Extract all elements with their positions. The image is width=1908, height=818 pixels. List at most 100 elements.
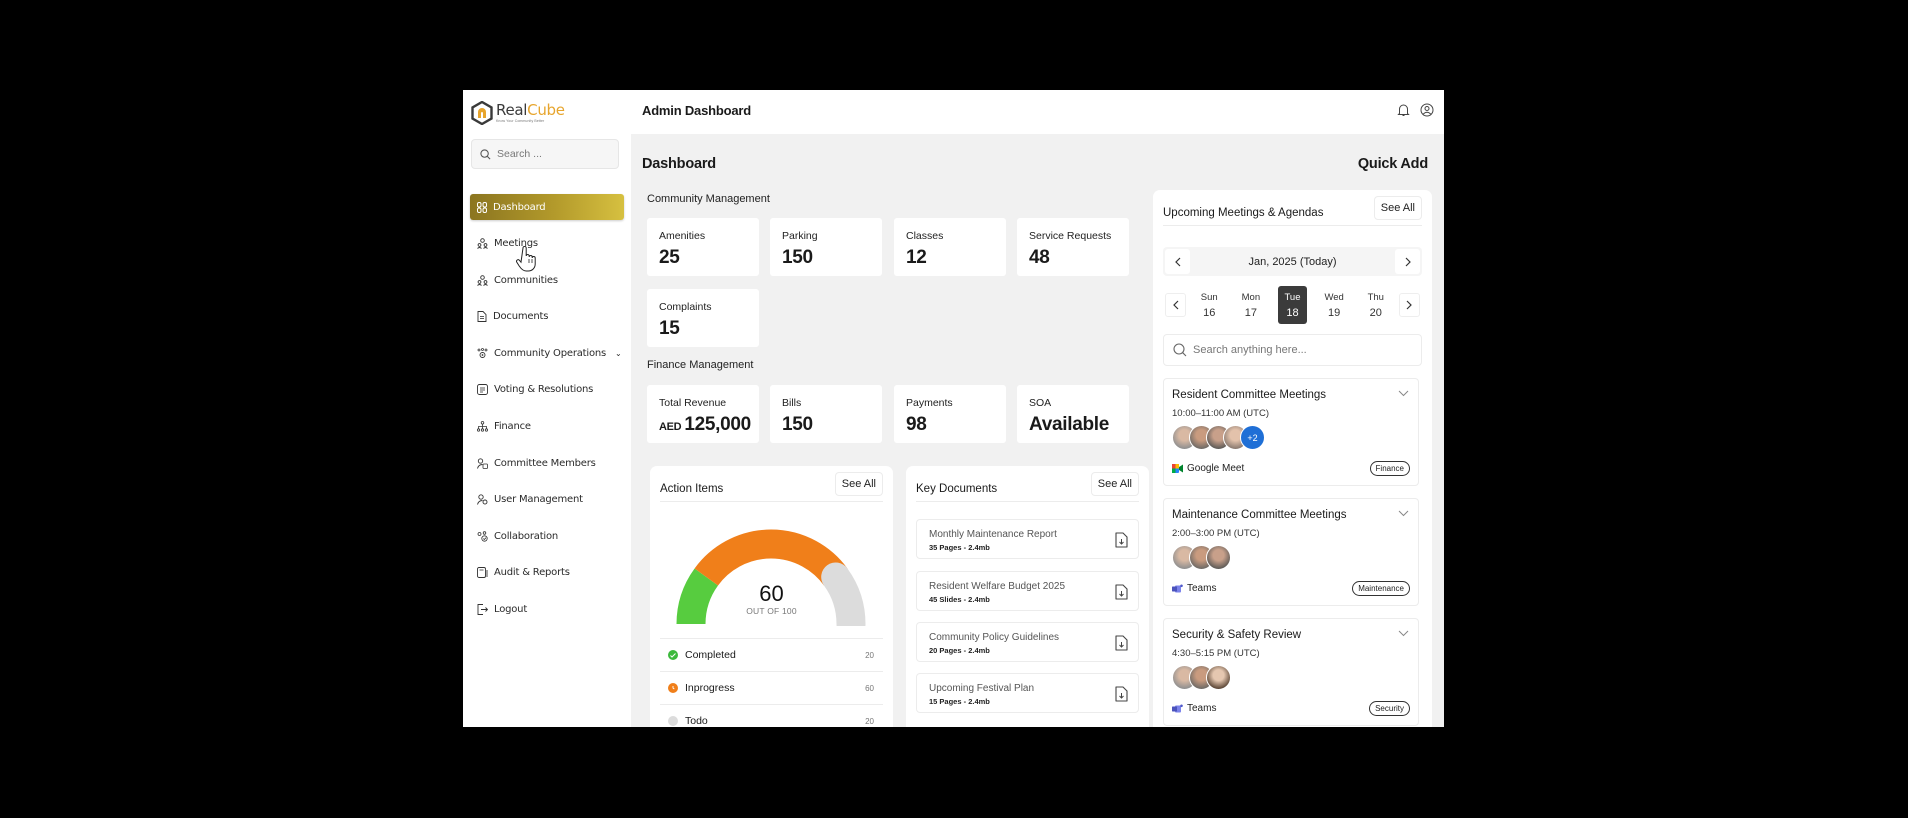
sidebar-item-label: Communities xyxy=(494,274,558,286)
sidebar-item-collaboration[interactable]: Collaboration xyxy=(470,523,624,549)
stat-card-classes[interactable]: Classes 12 xyxy=(894,218,1006,276)
document-name: Community Policy Guidelines xyxy=(929,632,1060,643)
meetings-search[interactable] xyxy=(1163,334,1422,366)
meeting-card[interactable]: Security & Safety Review 4:30–5:15 PM (U… xyxy=(1163,618,1419,726)
key-documents-see-all-button[interactable]: See All xyxy=(1090,471,1139,496)
previous-days-button[interactable] xyxy=(1165,293,1187,317)
sidebar-item-user-management[interactable]: User Management xyxy=(470,487,624,513)
todo-circle-icon xyxy=(668,716,678,726)
day-wed[interactable]: Wed 19 xyxy=(1324,291,1344,319)
document-item[interactable]: Monthly Maintenance Report 35 Pages - 2.… xyxy=(916,519,1139,559)
sidebar: RealCube Know Your Community Better Dash… xyxy=(463,90,631,727)
sidebar-item-audit-reports[interactable]: Audit & Reports xyxy=(470,560,624,586)
microsoft-teams-icon xyxy=(1172,704,1183,713)
sidebar-item-dashboard[interactable]: Dashboard xyxy=(470,194,624,220)
sidebar-item-label: Audit & Reports xyxy=(494,567,570,579)
meeting-card[interactable]: Maintenance Committee Meetings 2:00–3:00… xyxy=(1163,498,1419,606)
chevron-down-icon[interactable] xyxy=(1398,390,1409,397)
meeting-card[interactable]: Resident Committee Meetings 10:00–11:00 … xyxy=(1163,378,1419,486)
sidebar-item-label: Logout xyxy=(494,604,528,616)
document-icon xyxy=(477,311,487,323)
search-icon xyxy=(1173,343,1187,357)
legend-item-todo[interactable]: Todo 20 xyxy=(660,704,883,727)
file-download-icon[interactable] xyxy=(1115,532,1128,548)
stat-card-bills[interactable]: Bills 150 xyxy=(770,385,882,443)
attendee-avatars xyxy=(1172,665,1410,691)
day-selector: Sun 16 Mon 17 Tue 18 Wed 19 Thu 20 xyxy=(1163,286,1422,324)
sidebar-item-documents[interactable]: Documents xyxy=(470,304,624,330)
stat-value: 98 xyxy=(906,414,927,435)
search-icon xyxy=(480,148,491,159)
sidebar-item-finance[interactable]: Finance xyxy=(470,414,624,440)
chevron-down-icon[interactable] xyxy=(1398,630,1409,637)
sidebar-item-label: Collaboration xyxy=(494,530,559,542)
brand-logo[interactable]: RealCube Know Your Community Better xyxy=(471,101,565,125)
stat-card-complaints[interactable]: Complaints 15 xyxy=(647,289,759,347)
meeting-tag: Maintenance xyxy=(1352,581,1410,596)
previous-month-button[interactable] xyxy=(1165,249,1190,274)
hierarchy-icon xyxy=(477,421,488,432)
sidebar-item-label: Dashboard xyxy=(493,201,546,213)
quick-add-button[interactable]: Quick Add xyxy=(1357,156,1428,172)
legend-item-inprogress[interactable]: Inprogress 60 xyxy=(660,671,883,704)
google-meet-icon xyxy=(1172,464,1183,473)
next-days-button[interactable] xyxy=(1398,293,1421,317)
stat-card-total-revenue[interactable]: Total Revenue AED 125,000 xyxy=(647,385,759,443)
hexagon-logo-icon xyxy=(471,101,493,125)
more-attendees-badge[interactable]: +2 xyxy=(1240,425,1265,450)
meeting-time: 4:30–5:15 PM (UTC) xyxy=(1172,648,1260,659)
sidebar-item-label: Documents xyxy=(493,311,549,323)
legend-item-completed[interactable]: Completed 20 xyxy=(660,638,883,671)
sidebar-item-communities[interactable]: Communities xyxy=(470,267,624,293)
stat-label: Payments xyxy=(906,397,953,409)
action-items-see-all-button[interactable]: See All xyxy=(834,471,883,496)
sidebar-item-community-operations[interactable]: Community Operations ⌄ xyxy=(470,340,624,366)
day-mon[interactable]: Mon 17 xyxy=(1241,291,1261,319)
day-tue-selected[interactable]: Tue 18 xyxy=(1278,286,1307,324)
member-card-icon xyxy=(477,458,488,469)
file-download-icon[interactable] xyxy=(1115,635,1128,651)
day-sun[interactable]: Sun 16 xyxy=(1200,291,1218,319)
stat-card-service-requests[interactable]: Service Requests 48 xyxy=(1017,218,1129,276)
document-item[interactable]: Resident Welfare Budget 2025 45 Slides -… xyxy=(916,571,1139,611)
file-download-icon[interactable] xyxy=(1115,584,1128,600)
day-thu[interactable]: Thu 20 xyxy=(1367,291,1384,319)
document-name: Upcoming Festival Plan xyxy=(929,683,1035,694)
bell-icon[interactable] xyxy=(1397,103,1410,117)
people-icon xyxy=(477,274,488,286)
next-month-button[interactable] xyxy=(1395,249,1420,274)
sidebar-search[interactable] xyxy=(471,139,619,169)
operations-icon xyxy=(477,347,488,358)
sidebar-item-committee-members[interactable]: Committee Members xyxy=(470,450,624,476)
sidebar-item-label: Committee Members xyxy=(494,457,596,469)
meeting-time: 2:00–3:00 PM (UTC) xyxy=(1172,528,1260,539)
sidebar-nav: Dashboard Meetings Communities Documents… xyxy=(470,194,624,633)
stat-value: 15 xyxy=(659,318,680,339)
card-title: Action Items xyxy=(660,482,724,495)
action-items-card: Action Items See All 60 OUT OF 100 Compl… xyxy=(650,466,893,727)
document-item[interactable]: Upcoming Festival Plan 15 Pages - 2.4mb xyxy=(916,673,1139,713)
file-download-icon[interactable] xyxy=(1115,686,1128,702)
meetings-search-input[interactable] xyxy=(1193,344,1413,356)
stat-card-payments[interactable]: Payments 98 xyxy=(894,385,1006,443)
meeting-title: Resident Committee Meetings xyxy=(1172,389,1327,401)
sidebar-item-logout[interactable]: Logout xyxy=(470,597,624,623)
chevron-down-icon[interactable] xyxy=(1398,510,1409,517)
stat-card-amenities[interactable]: Amenities 25 xyxy=(647,218,759,276)
sidebar-item-meetings[interactable]: Meetings xyxy=(470,231,624,257)
user-account-icon[interactable] xyxy=(1420,103,1434,117)
document-meta: 20 Pages - 2.4mb xyxy=(929,646,990,655)
stat-card-soa[interactable]: SOA Available xyxy=(1017,385,1129,443)
card-title: Key Documents xyxy=(916,482,998,495)
collaboration-icon xyxy=(477,531,488,542)
document-item[interactable]: Community Policy Guidelines 20 Pages - 2… xyxy=(916,622,1139,662)
meeting-platform: Teams xyxy=(1172,583,1216,594)
legend-label: Inprogress xyxy=(685,682,735,694)
sidebar-item-label: Voting & Resolutions xyxy=(494,384,594,396)
sidebar-item-voting-resolutions[interactable]: Voting & Resolutions xyxy=(470,377,624,403)
month-label: Jan, 2025 (Today) xyxy=(1248,255,1337,268)
sidebar-search-input[interactable] xyxy=(497,148,607,160)
chevron-down-icon: ⌄ xyxy=(615,348,622,358)
meetings-see-all-button[interactable]: See All xyxy=(1373,195,1422,220)
stat-card-parking[interactable]: Parking 150 xyxy=(770,218,882,276)
